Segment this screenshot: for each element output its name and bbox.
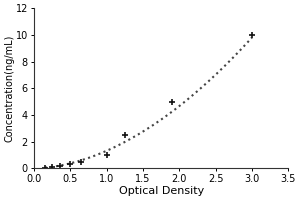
Y-axis label: Concentration(ng/mL): Concentration(ng/mL) [4, 34, 14, 142]
X-axis label: Optical Density: Optical Density [118, 186, 204, 196]
